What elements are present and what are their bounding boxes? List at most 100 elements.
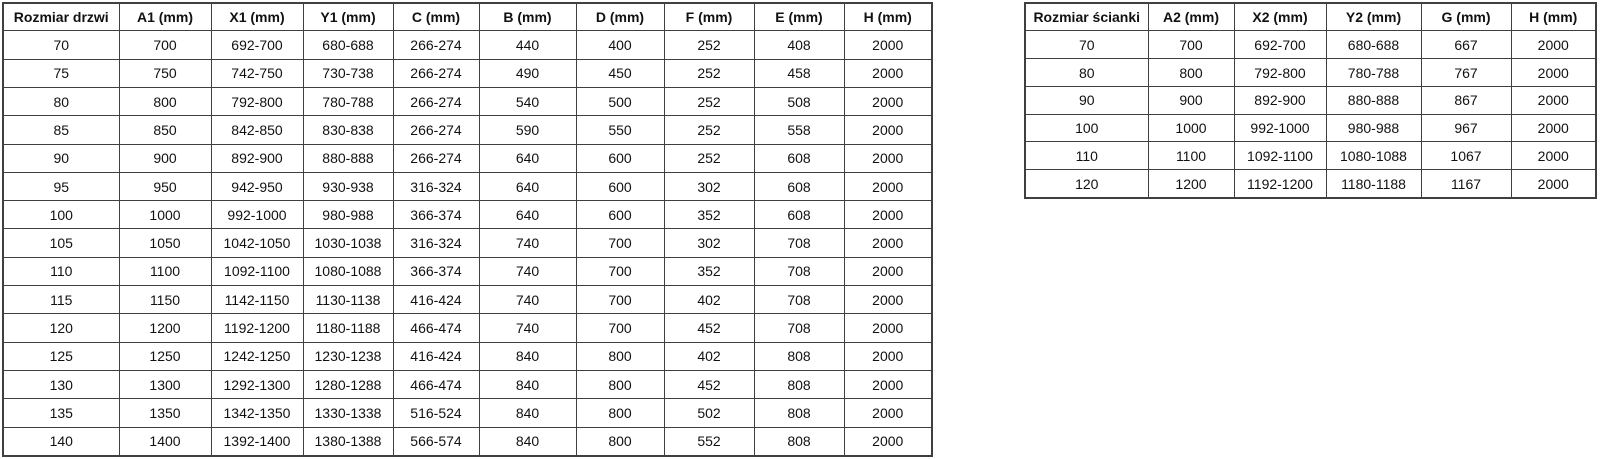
table-cell: 1180-1188 bbox=[1325, 169, 1422, 199]
table-cell: 692-700 bbox=[210, 30, 304, 60]
table-cell: 590 bbox=[478, 115, 577, 145]
column-header: A1 (mm) bbox=[118, 2, 212, 32]
table-cell: 1150 bbox=[118, 285, 212, 315]
table-cell: 900 bbox=[1147, 85, 1235, 115]
column-header: F (mm) bbox=[663, 2, 755, 32]
table-cell: 892-900 bbox=[1233, 85, 1327, 115]
table-cell: 2000 bbox=[1510, 58, 1597, 87]
table-row: 95 950 942-950 930-938 316-324 640 600 302 608 20… bbox=[2, 171, 933, 202]
table-cell: 402 bbox=[663, 341, 755, 371]
table-cell: 1192-1200 bbox=[210, 313, 304, 343]
table-cell: 800 bbox=[575, 369, 665, 400]
table-cell: 930-938 bbox=[302, 171, 394, 202]
table-cell: 2000 bbox=[843, 143, 933, 173]
table-cell: 667 bbox=[1420, 30, 1512, 60]
table-cell: 840 bbox=[478, 398, 577, 428]
table-cell: 1100 bbox=[1147, 141, 1235, 171]
table-cell: 252 bbox=[663, 30, 755, 60]
table-cell: 800 bbox=[575, 426, 665, 457]
table-cell: 880-888 bbox=[1325, 85, 1422, 115]
table-row: 80 800 792-800 780-788 767 2000 bbox=[1024, 58, 1597, 87]
table-cell: 700 bbox=[118, 30, 212, 60]
table-cell: 967 bbox=[1420, 113, 1512, 143]
table-cell: 552 bbox=[663, 426, 755, 457]
table-cell: 2000 bbox=[843, 115, 933, 145]
table-cell: 105 bbox=[2, 228, 120, 258]
table-cell: 600 bbox=[575, 200, 665, 230]
table-cell: 75 bbox=[2, 58, 120, 88]
table-cell: 708 bbox=[753, 313, 845, 343]
column-header: H (mm) bbox=[1510, 2, 1597, 32]
table-cell: 95 bbox=[2, 171, 120, 202]
table-cell: 792-800 bbox=[1233, 58, 1327, 87]
table-cell: 90 bbox=[2, 143, 120, 173]
table-cell: 1242-1250 bbox=[210, 341, 304, 371]
table-cell: 1050 bbox=[118, 228, 212, 258]
table-cell: 120 bbox=[2, 313, 120, 343]
table-cell: 892-900 bbox=[210, 143, 304, 173]
table-cell: 120 bbox=[1024, 169, 1149, 199]
table-cell: 252 bbox=[663, 58, 755, 88]
table-cell: 808 bbox=[753, 398, 845, 428]
table-row: 75 750 742-750 730-738 266-274 490 450 252 458 20… bbox=[2, 58, 933, 88]
table-cell: 700 bbox=[575, 228, 665, 258]
table-cell: 2000 bbox=[1510, 141, 1597, 171]
column-header: Rozmiar ścianki bbox=[1024, 2, 1149, 32]
table-cell: 1042-1050 bbox=[210, 228, 304, 258]
table-cell: 508 bbox=[753, 86, 845, 117]
table-row: 110 1100 1092-1100 1080-1088 366-374 740 700 35… bbox=[2, 256, 933, 287]
table-cell: 266-274 bbox=[392, 30, 480, 60]
table-cell: 700 bbox=[575, 285, 665, 315]
table-cell: 450 bbox=[575, 58, 665, 88]
header-row: Rozmiar ścianki A2 (mm) X2 (mm) Y2 (mm) G (m… bbox=[1024, 2, 1597, 32]
table-cell: 266-274 bbox=[392, 86, 480, 117]
table-cell: 416-424 bbox=[392, 341, 480, 371]
table-cell: 135 bbox=[2, 398, 120, 428]
table-cell: 808 bbox=[753, 341, 845, 371]
table-cell: 1200 bbox=[118, 313, 212, 343]
table-cell: 400 bbox=[575, 30, 665, 60]
table-row: 100 1000 992-1000 980-988 967 2000 bbox=[1024, 113, 1597, 143]
table-row: 70 700 692-700 680-688 667 2000 bbox=[1024, 30, 1597, 60]
table-cell: 808 bbox=[753, 426, 845, 457]
table-cell: 452 bbox=[663, 313, 755, 343]
table-cell: 2000 bbox=[843, 200, 933, 230]
table-row: 115 1150 1142-1150 1130-1138 416-424 740 700 40… bbox=[2, 285, 933, 315]
table-cell: 830-838 bbox=[302, 115, 394, 145]
table-cell: 600 bbox=[575, 171, 665, 202]
table-cell: 490 bbox=[478, 58, 577, 88]
table-cell: 70 bbox=[2, 30, 120, 60]
table-cell: 640 bbox=[478, 200, 577, 230]
table-cell: 800 bbox=[118, 86, 212, 117]
table-cell: 516-524 bbox=[392, 398, 480, 428]
table-cell: 366-374 bbox=[392, 256, 480, 287]
column-header: D (mm) bbox=[575, 2, 665, 32]
table-row: 135 1350 1342-1350 1330-1338 516-524 840 800 50… bbox=[2, 398, 933, 428]
table-cell: 466-474 bbox=[392, 369, 480, 400]
header-row: Rozmiar drzwi A1 (mm) X1 (mm) Y1 (mm) C (mm)… bbox=[2, 2, 933, 32]
table-cell: 800 bbox=[575, 341, 665, 371]
table-cell: 808 bbox=[753, 369, 845, 400]
table-cell: 700 bbox=[575, 256, 665, 287]
table-cell: 466-474 bbox=[392, 313, 480, 343]
column-header: G (mm) bbox=[1420, 2, 1512, 32]
table-cell: 2000 bbox=[843, 86, 933, 117]
table-cell: 316-324 bbox=[392, 228, 480, 258]
wall-panel-size-table: Rozmiar ścianki A2 (mm) X2 (mm) Y2 (mm) G (m… bbox=[1024, 2, 1597, 199]
table-cell: 140 bbox=[2, 426, 120, 457]
table-cell: 458 bbox=[753, 58, 845, 88]
table-cell: 1200 bbox=[1147, 169, 1235, 199]
table-cell: 992-1000 bbox=[1233, 113, 1327, 143]
table-cell: 252 bbox=[663, 86, 755, 117]
table-cell: 1142-1150 bbox=[210, 285, 304, 315]
table-cell: 266-274 bbox=[392, 143, 480, 173]
table-cell: 1392-1400 bbox=[210, 426, 304, 457]
table-cell: 1067 bbox=[1420, 141, 1512, 171]
table-cell: 2000 bbox=[1510, 85, 1597, 115]
table-cell: 1350 bbox=[118, 398, 212, 428]
table-cell: 1342-1350 bbox=[210, 398, 304, 428]
table-cell: 266-274 bbox=[392, 58, 480, 88]
table-cell: 900 bbox=[118, 143, 212, 173]
table-row: 80 800 792-800 780-788 266-274 540 500 252 508 20… bbox=[2, 86, 933, 117]
table-cell: 740 bbox=[478, 285, 577, 315]
